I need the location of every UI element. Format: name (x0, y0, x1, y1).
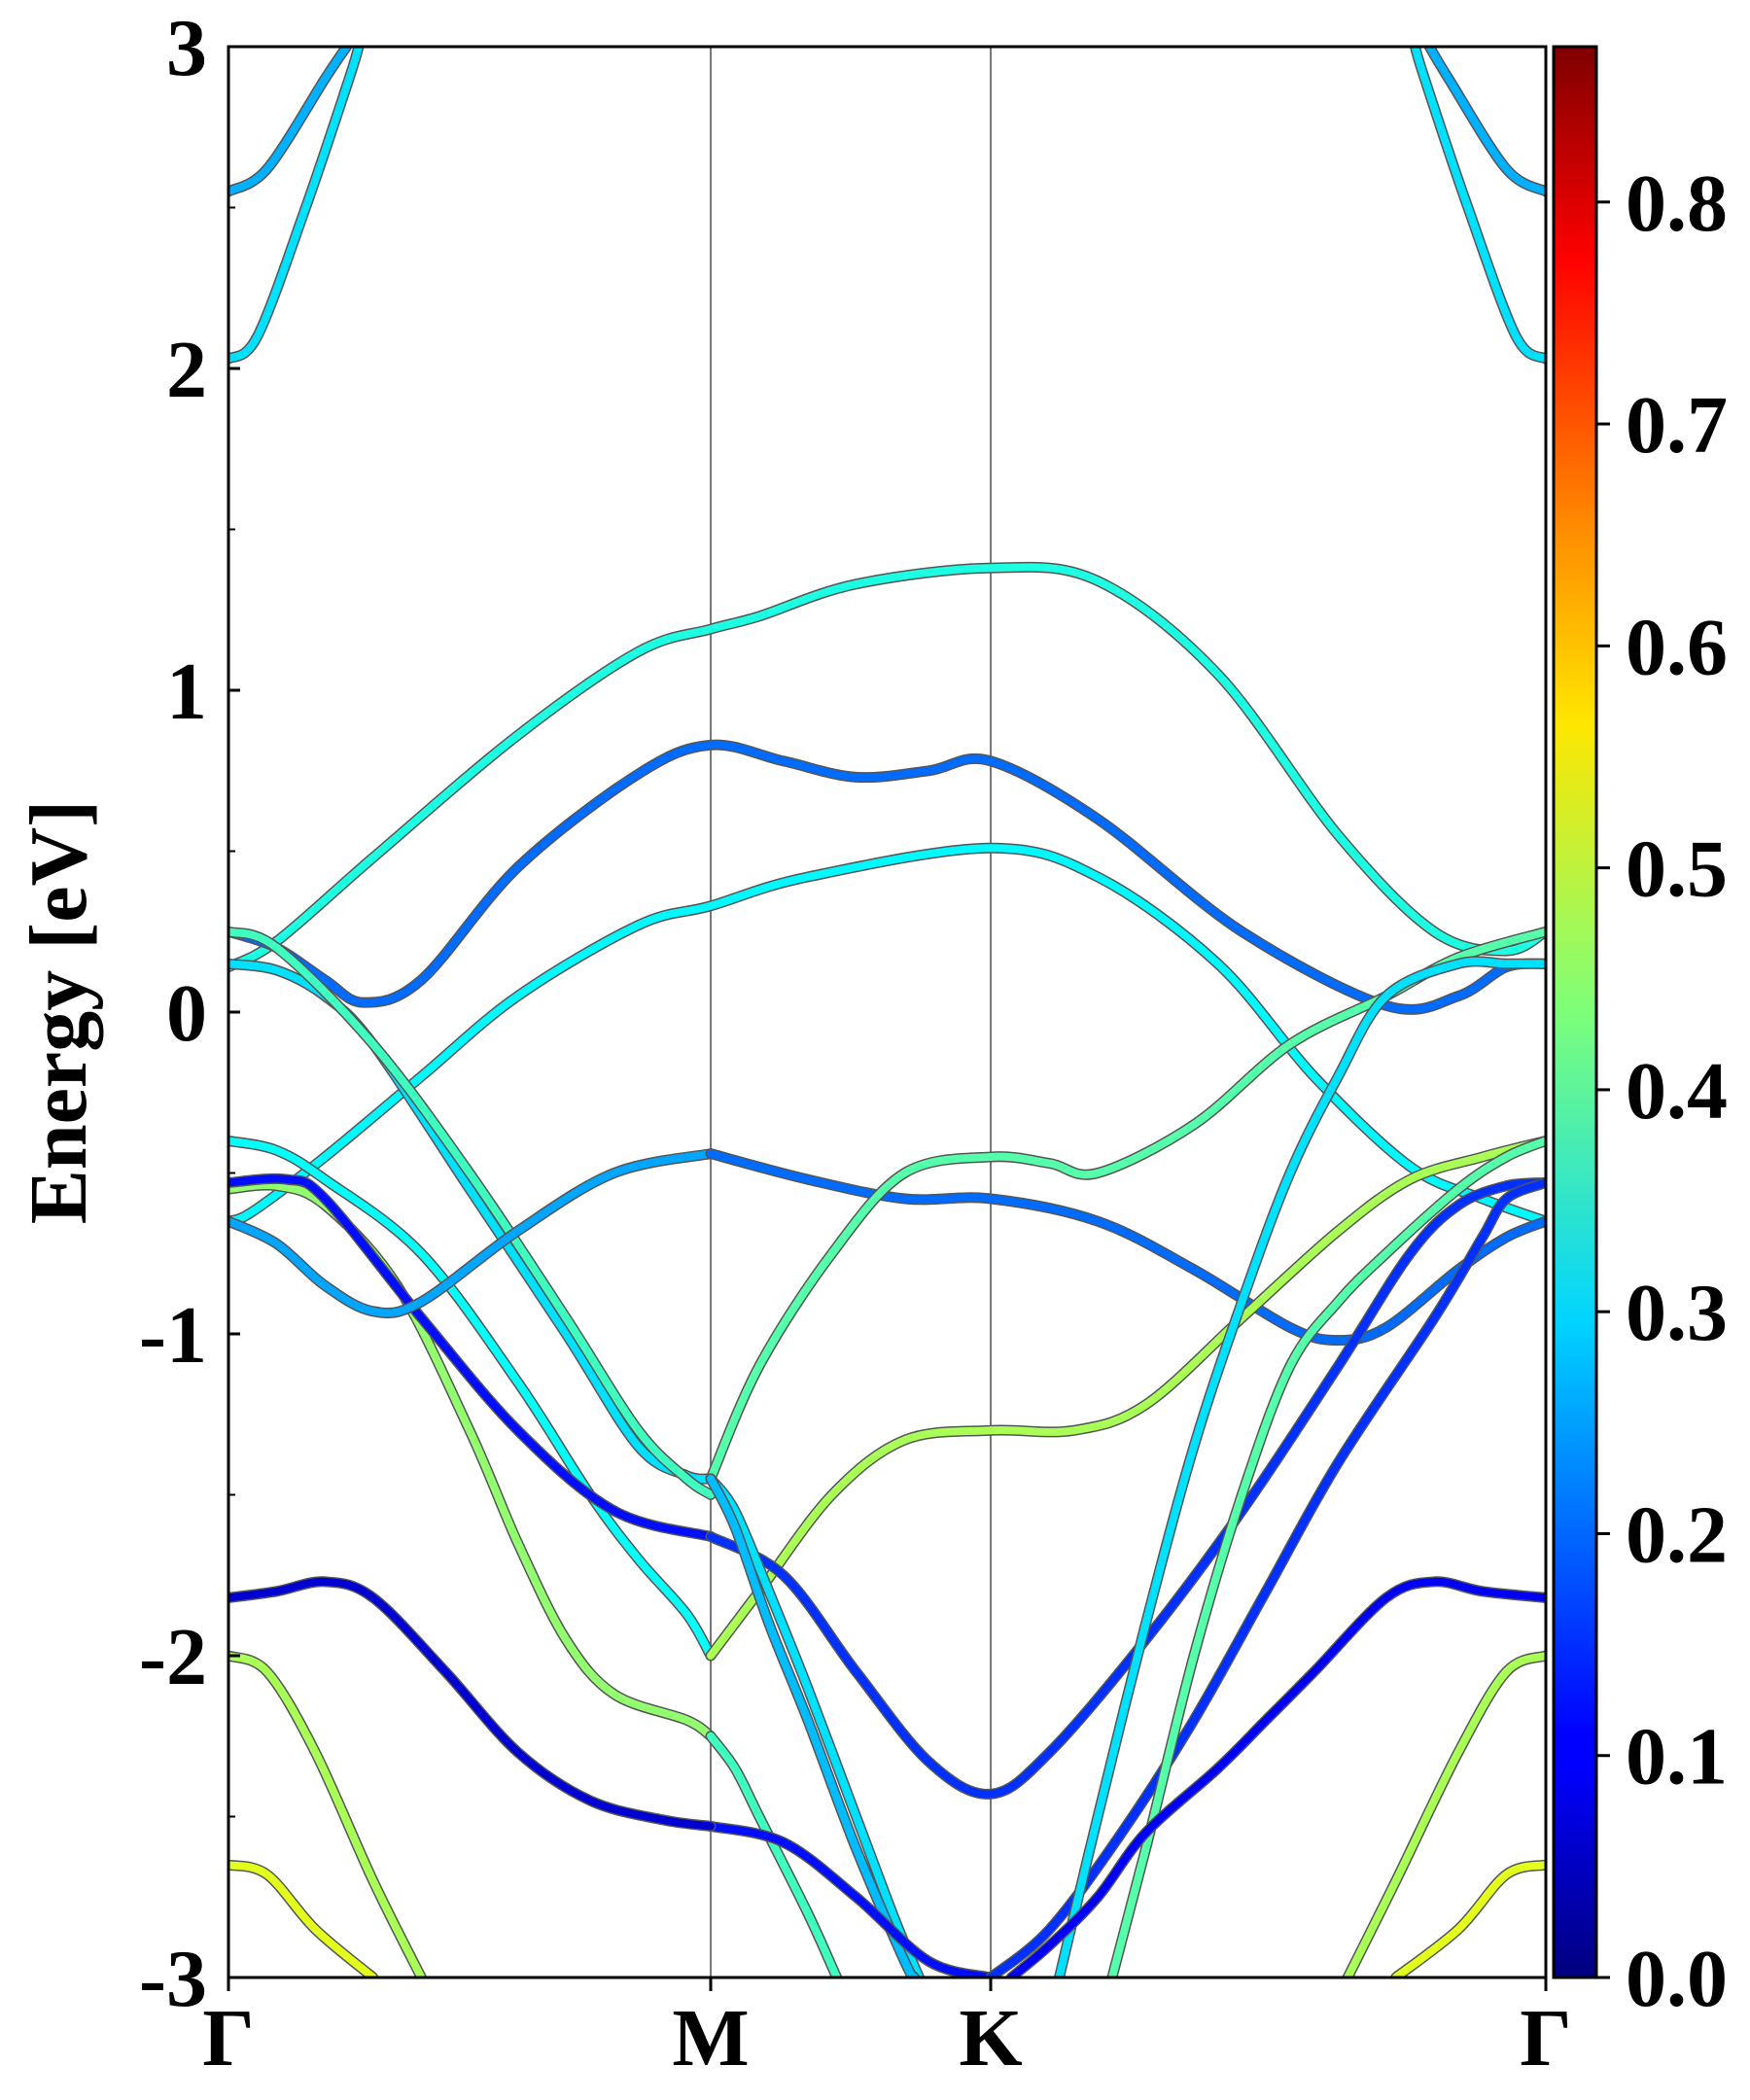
x-tick-label: K (959, 1993, 1022, 2083)
colorbar-tick-label: 0.6 (1626, 602, 1728, 692)
band-3 (1425, 47, 1546, 195)
band-19 (707, 1474, 919, 1978)
band-12 (228, 1174, 715, 1541)
x-tick-label: Γ (1520, 1993, 1571, 2083)
band-24 (1107, 1137, 1546, 1978)
colorbar-tick-label: 0.8 (1626, 158, 1728, 249)
colorbar-tick-label: 0.3 (1626, 1268, 1728, 1358)
x-tick-label: Γ (202, 1993, 254, 2083)
band-9 (228, 928, 715, 1499)
x-tick-label: M (672, 1993, 749, 2083)
band-21 (707, 1822, 995, 1978)
colorbar-axis: 0.0 0.1 0.2 0.3 0.4 0.5 0.6 0.7 0.8 (1596, 158, 1728, 2024)
colorbar-tick-label: 0.5 (1626, 824, 1728, 915)
band-30 (1391, 1861, 1546, 1978)
band-10 (228, 1137, 715, 1660)
colorbar-tick-label: 0.0 (1626, 1934, 1728, 2024)
band-18 (707, 1474, 924, 1978)
y-tick-label: -2 (139, 1612, 207, 1702)
band-28 (228, 1861, 377, 1978)
band-23 (1055, 957, 1546, 1978)
band-25 (228, 1577, 715, 1831)
colorbar (1552, 45, 1598, 1979)
y-tick-label: 2 (166, 325, 207, 415)
band-2 (228, 47, 363, 364)
colorbar-tick-label: 0.7 (1626, 380, 1728, 471)
band-27 (228, 1652, 426, 1978)
y-tick-label: -3 (139, 1934, 207, 2024)
band-11 (228, 1181, 715, 1740)
bands (228, 47, 1546, 1978)
y-tick-label: 0 (166, 968, 207, 1059)
band-22 (987, 1178, 1546, 1978)
band-8 (228, 960, 715, 1484)
band-13 (228, 1149, 715, 1317)
band-4 (1411, 47, 1546, 364)
colorbar-tick-label: 0.2 (1626, 1489, 1728, 1580)
y-tick-label: 1 (166, 647, 207, 737)
band-16 (707, 1137, 1546, 1660)
colorbar-tick-label: 0.1 (1626, 1712, 1728, 1802)
band-20 (707, 1732, 841, 1978)
band-26 (1007, 1577, 1546, 1978)
y-tick-label: 3 (166, 3, 207, 93)
band-29 (1344, 1652, 1546, 1978)
band-7 (228, 844, 1546, 1226)
y-axis: -3 -2 -1 0 1 2 3 (139, 3, 240, 2024)
y-axis-label: Energy [eV] (14, 800, 104, 1224)
band-5 (228, 563, 1546, 971)
y-tick-label: -1 (139, 1290, 207, 1381)
band-1 (228, 47, 351, 195)
colorbar-tick-label: 0.4 (1626, 1046, 1728, 1137)
